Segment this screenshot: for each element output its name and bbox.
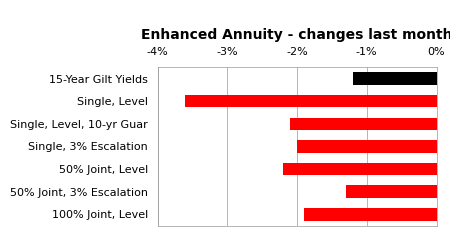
Bar <box>304 208 436 221</box>
Bar <box>283 163 436 175</box>
Bar <box>346 186 436 198</box>
Title: Enhanced Annuity - changes last month: Enhanced Annuity - changes last month <box>141 28 450 42</box>
Bar <box>185 95 436 107</box>
Bar <box>290 118 436 130</box>
Bar <box>353 72 436 85</box>
Bar <box>297 140 436 153</box>
